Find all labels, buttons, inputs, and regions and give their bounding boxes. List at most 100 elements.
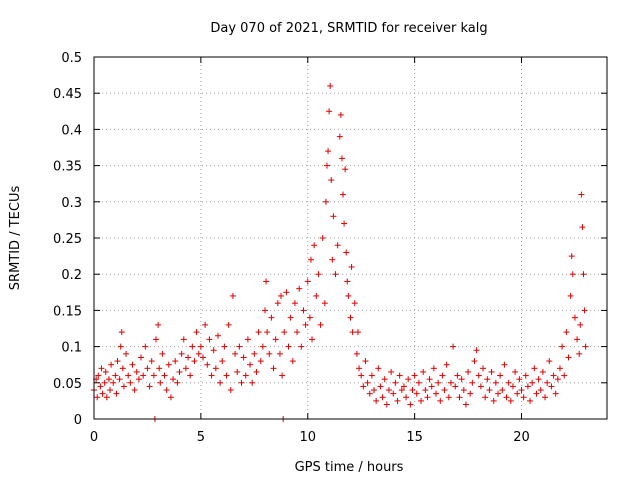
- data-point: [212, 365, 219, 372]
- data-point: [435, 379, 442, 386]
- data-point: [392, 379, 399, 386]
- data-point: [138, 354, 145, 361]
- data-point: [492, 379, 499, 386]
- data-point: [227, 387, 234, 394]
- data-point: [422, 387, 429, 394]
- data-point: [327, 82, 334, 89]
- data-point: [182, 365, 189, 372]
- data-point: [150, 372, 157, 379]
- data-point: [95, 372, 102, 379]
- data-point: [204, 361, 211, 368]
- data-point: [129, 361, 136, 368]
- data-point: [322, 198, 329, 205]
- data-point: [379, 394, 386, 401]
- data-point: [114, 358, 121, 365]
- data-point: [304, 278, 311, 285]
- data-point: [225, 321, 232, 328]
- data-point: [507, 397, 514, 404]
- data-point: [568, 253, 575, 260]
- data-point: [219, 358, 226, 365]
- y-tick-label: 0.35: [53, 160, 82, 175]
- data-point: [358, 372, 365, 379]
- y-axis-label: SRMTID / TECUs: [8, 186, 23, 291]
- data-point: [390, 390, 397, 397]
- data-point: [223, 372, 230, 379]
- data-point: [107, 387, 114, 394]
- data-point: [108, 361, 115, 368]
- data-point: [131, 387, 138, 394]
- data-point: [556, 365, 563, 372]
- data-point: [167, 394, 174, 401]
- y-tick-label: 0.2: [61, 268, 82, 283]
- data-point: [375, 365, 382, 372]
- data-point: [516, 376, 523, 383]
- y-tick-label: 0.3: [61, 196, 82, 211]
- data-point: [117, 343, 124, 350]
- data-point: [276, 350, 283, 357]
- data-point: [407, 401, 414, 408]
- data-point: [113, 390, 120, 397]
- data-point: [418, 397, 425, 404]
- data-point: [499, 387, 506, 394]
- data-point: [531, 365, 538, 372]
- data-point: [328, 177, 335, 184]
- data-point: [102, 368, 109, 375]
- data-point: [148, 358, 155, 365]
- data-point: [454, 372, 461, 379]
- data-point: [465, 368, 472, 375]
- data-point: [262, 307, 268, 314]
- data-point: [255, 329, 262, 336]
- data-point: [285, 343, 292, 350]
- data-point: [400, 383, 407, 390]
- data-point: [326, 108, 333, 115]
- data-point: [112, 372, 119, 379]
- data-point: [469, 379, 476, 386]
- data-point: [559, 343, 566, 350]
- data-point: [522, 372, 529, 379]
- data-point: [577, 321, 584, 328]
- data-point: [253, 368, 260, 375]
- data-point: [242, 372, 249, 379]
- data-point: [221, 343, 228, 350]
- y-tick-label: 0.1: [61, 341, 82, 356]
- data-point: [125, 372, 132, 379]
- y-tick-label: 0.05: [53, 377, 82, 392]
- data-point: [191, 358, 198, 365]
- data-point: [291, 300, 298, 307]
- data-point: [415, 379, 422, 386]
- data-point: [565, 354, 572, 361]
- data-point: [342, 166, 349, 173]
- data-point: [505, 379, 512, 386]
- data-point: [368, 372, 375, 379]
- data-point: [337, 111, 344, 118]
- data-point: [458, 376, 465, 383]
- data-point: [197, 343, 204, 350]
- data-point: [249, 379, 256, 386]
- data-point: [142, 343, 149, 350]
- data-point: [185, 354, 192, 361]
- data-point: [447, 379, 454, 386]
- data-point: [334, 242, 341, 249]
- x-axis-label: GPS time / hours: [295, 460, 404, 475]
- data-point: [98, 365, 105, 372]
- data-point: [533, 390, 540, 397]
- data-point: [259, 343, 266, 350]
- data-point: [535, 376, 542, 383]
- data-point: [311, 242, 318, 249]
- x-tick-label: 20: [513, 430, 530, 445]
- data-point: [571, 314, 578, 321]
- data-point: [366, 390, 373, 397]
- data-point: [567, 292, 574, 299]
- data-point: [529, 379, 536, 386]
- data-point: [313, 292, 320, 299]
- data-point: [364, 379, 371, 386]
- data-point: [336, 133, 343, 140]
- data-point: [244, 336, 251, 343]
- data-point: [544, 379, 551, 386]
- data-point: [329, 256, 336, 263]
- data-point: [309, 336, 316, 343]
- data-point: [157, 379, 164, 386]
- data-point: [187, 372, 194, 379]
- data-point: [509, 383, 516, 390]
- data-point: [338, 155, 345, 162]
